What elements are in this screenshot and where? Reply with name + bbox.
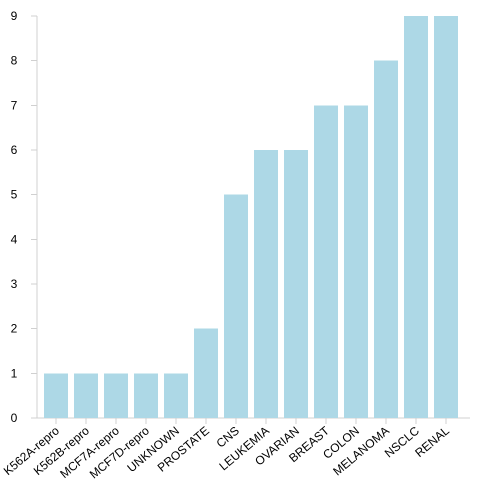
- y-axis: 0 1 2 3 4 5 6 7 8 9: [11, 9, 38, 425]
- bar-mcf7d-repro[interactable]: [134, 373, 158, 418]
- x-tick-label: RENAL: [412, 423, 452, 460]
- bar-melanoma[interactable]: [374, 60, 398, 419]
- y-tick-label: 4: [11, 232, 18, 246]
- bar-renal[interactable]: [434, 16, 458, 418]
- bar-unknown[interactable]: [164, 373, 188, 418]
- y-tick-label: 9: [11, 9, 18, 23]
- y-tick-label: 6: [11, 143, 18, 157]
- y-tick-label: 2: [11, 322, 18, 336]
- bar-k562a-repro[interactable]: [44, 373, 68, 418]
- y-tick-label: 0: [11, 411, 18, 425]
- bar-cns[interactable]: [224, 194, 248, 418]
- y-tick-label: 8: [11, 54, 18, 68]
- bar-breast[interactable]: [314, 105, 338, 418]
- y-tick-label: 7: [11, 98, 18, 112]
- bar-prostate[interactable]: [194, 328, 218, 418]
- bars-group: [44, 16, 458, 419]
- y-tick-label: 3: [11, 277, 18, 291]
- bar-mcf7a-repro[interactable]: [104, 373, 128, 418]
- bar-k562b-repro[interactable]: [74, 373, 98, 418]
- y-tick-label: 5: [11, 188, 18, 202]
- bar-nsclc[interactable]: [404, 16, 428, 418]
- bar-leukemia[interactable]: [254, 150, 278, 418]
- x-axis: K562A-reproK562B-reproMCF7A-reproMCF7D-r…: [1, 417, 470, 481]
- y-tick-label: 1: [11, 366, 18, 380]
- bar-ovarian[interactable]: [284, 150, 308, 418]
- bar-colon[interactable]: [344, 105, 368, 418]
